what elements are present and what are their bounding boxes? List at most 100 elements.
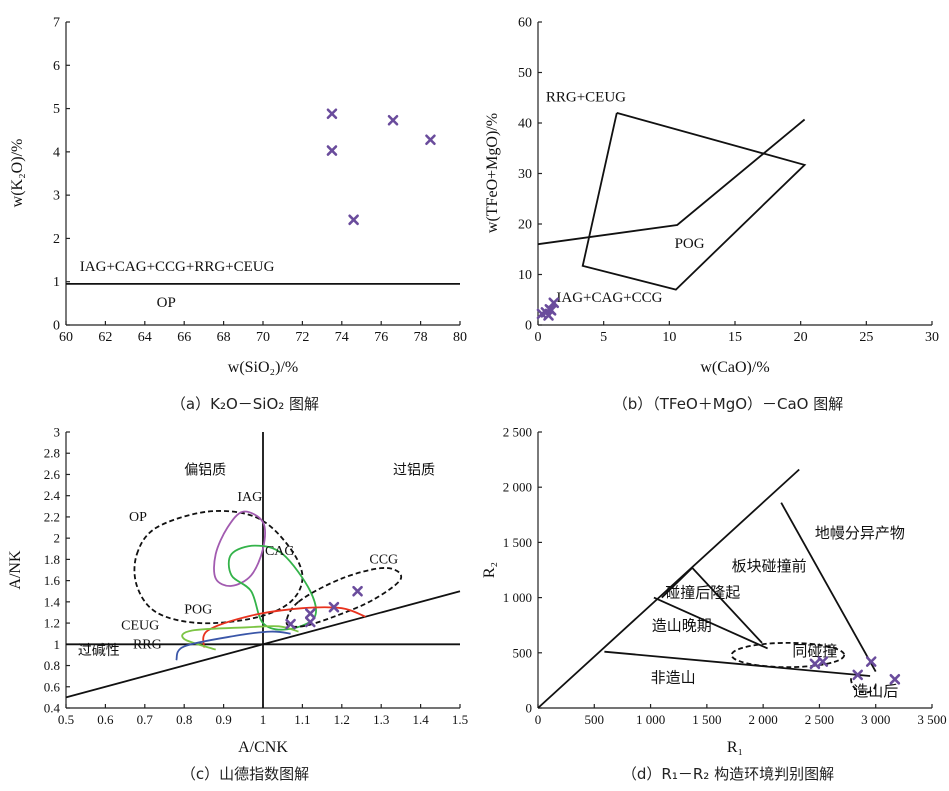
x-tick-label: 2 000 xyxy=(749,712,778,727)
data-point xyxy=(326,145,338,156)
y-tick-label: 3 xyxy=(53,189,60,204)
data-point-stroke xyxy=(543,310,554,321)
x-tick-label: 0.9 xyxy=(215,712,231,727)
region-label: OP xyxy=(129,510,147,525)
data-point xyxy=(348,214,359,226)
data-point-stroke xyxy=(304,616,316,628)
region-label: OP xyxy=(157,295,176,311)
x-axis-label: w(SiO₂)/% xyxy=(228,359,298,376)
y-tick-label: 1 xyxy=(54,637,61,652)
figure-caption: （b）（TFeO＋MgO）－CaO 图解 xyxy=(613,395,844,413)
x-tick-label: 10 xyxy=(662,330,676,345)
x-tick-label: 1 500 xyxy=(692,712,721,727)
panel-d: 0 500 1 000 1 500 2 000 2 500 3 000 3 500 0 500 1 … xyxy=(481,425,947,784)
y-axis-label: R₂ xyxy=(481,562,498,578)
region-label: CAG xyxy=(265,544,295,559)
data-point-stroke xyxy=(348,214,359,226)
boundary-post-collision xyxy=(661,566,763,644)
region-label: 地幔分异产物 xyxy=(815,525,905,542)
panel-b: 0 5 10 15 20 25 30 0 10 20 30 40 50 60 w(CaO)/% w(TFeO+… xyxy=(484,16,939,414)
data-point-stroke xyxy=(387,114,399,126)
y-tick-label: 1.4 xyxy=(44,594,61,609)
x-tick-label: 66 xyxy=(177,330,191,345)
y-tick-label: 0.4 xyxy=(44,701,61,716)
x-tick-label: 1.4 xyxy=(412,712,429,727)
data-point xyxy=(548,297,560,309)
y-tick-label: 0 xyxy=(526,701,533,716)
y-tick-label: 0.8 xyxy=(44,658,60,673)
data-point-stroke xyxy=(326,145,338,156)
x-axis-label: w(CaO)/% xyxy=(700,359,769,376)
contour-syn-collision xyxy=(730,641,846,669)
y-tick-label: 3 xyxy=(54,425,61,440)
y-tick-label: 2.6 xyxy=(44,467,61,482)
boundary-divider xyxy=(537,118,806,246)
x-tick-label: 0.8 xyxy=(176,712,192,727)
data-point xyxy=(304,608,316,619)
region-label: RRG+CEUG xyxy=(546,89,626,105)
y-tick-label: 2 000 xyxy=(503,480,532,495)
x-axis-label: R₁ xyxy=(727,739,743,756)
data-point-stroke xyxy=(545,305,557,316)
y-tick-label: 40 xyxy=(518,117,532,132)
data-point-stroke xyxy=(865,656,877,667)
contour-rrg xyxy=(175,630,291,661)
figure-caption: （a）K₂O－SiO₂ 图解 xyxy=(171,395,319,413)
x-tick-label: 1 xyxy=(260,712,267,727)
boundary-main-diagonal xyxy=(537,468,800,709)
region-label: 过碱性 xyxy=(78,643,120,659)
data-point-stroke xyxy=(809,658,821,670)
y-tick-label: 4 xyxy=(53,145,60,160)
y-tick-label: 10 xyxy=(518,268,532,283)
region-label: IAG+CAG+CCG xyxy=(556,290,662,306)
y-axis-label: A/NK xyxy=(7,550,24,590)
data-point xyxy=(425,134,436,146)
x-tick-label: 76 xyxy=(374,330,388,345)
data-point-stroke xyxy=(326,108,338,120)
x-tick-label: 2 500 xyxy=(805,712,834,727)
region-label: POG xyxy=(184,603,212,618)
y-tick-label: 20 xyxy=(518,218,532,233)
region-label: 板块碰撞前 xyxy=(732,557,807,575)
data-point-stroke xyxy=(328,601,340,613)
contour-ccg xyxy=(285,566,403,628)
contour-pog xyxy=(202,606,366,648)
boundary-lower xyxy=(604,650,871,677)
x-tick-label: 64 xyxy=(138,330,152,345)
y-tick-label: 5 xyxy=(53,102,60,117)
data-point xyxy=(326,108,338,120)
x-tick-label: 20 xyxy=(794,330,808,345)
data-point xyxy=(809,658,821,670)
data-point-stroke xyxy=(285,618,296,630)
y-tick-label: 2.4 xyxy=(44,488,61,503)
region-label: 过铝质 xyxy=(393,462,435,478)
x-tick-label: 1.3 xyxy=(373,712,389,727)
data-point-stroke xyxy=(352,585,363,597)
x-tick-label: 0.5 xyxy=(58,712,74,727)
y-tick-label: 6 xyxy=(53,59,60,74)
region-label: 造山晚期 xyxy=(652,618,712,635)
data-point xyxy=(545,305,557,316)
x-tick-label: 0.7 xyxy=(137,712,154,727)
y-tick-label: 1.8 xyxy=(44,552,60,567)
x-tick-label: 78 xyxy=(414,330,428,345)
y-tick-label: 0.6 xyxy=(44,679,61,694)
x-tick-label: 0 xyxy=(535,330,542,345)
region-label: 同碰撞 xyxy=(792,642,837,660)
boundary-POG-field xyxy=(581,112,807,291)
data-point-stroke xyxy=(425,134,436,146)
x-tick-label: 74 xyxy=(335,330,349,345)
figure-caption: （c）山德指数图解 xyxy=(181,765,309,783)
panel-c: 0.5 0.6 0.7 0.8 0.9 1 1.1 1.2 1.3 1.4 1.5 0.4 0.6 0.8… xyxy=(7,425,468,784)
y-tick-label: 1.6 xyxy=(44,573,61,588)
panel-a: 60 62 64 66 68 70 72 74 76 78 80 0 1 2 3 4 5 6 7 w(SiO₂)/% w… xyxy=(9,16,467,414)
y-tick-label: 7 xyxy=(53,16,60,31)
y-tick-label: 2 xyxy=(53,232,60,247)
y-tick-label: 2 xyxy=(54,531,61,546)
data-point xyxy=(387,114,399,126)
data-point xyxy=(817,656,829,667)
boundary-upper-right xyxy=(780,502,877,673)
x-tick-label: 1.5 xyxy=(452,712,468,727)
data-point xyxy=(889,673,901,685)
